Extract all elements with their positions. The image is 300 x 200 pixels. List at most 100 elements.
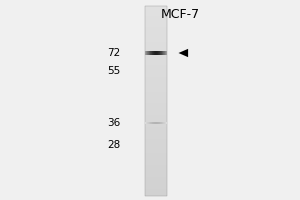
Bar xyxy=(146,122,147,124)
Bar xyxy=(145,163,167,165)
Bar xyxy=(145,16,167,18)
Bar xyxy=(148,51,149,55)
Bar xyxy=(166,51,167,55)
Bar xyxy=(145,58,167,61)
Bar xyxy=(145,118,167,120)
Bar xyxy=(145,125,167,127)
Bar xyxy=(145,189,167,191)
Bar xyxy=(145,51,146,55)
Bar xyxy=(145,156,167,158)
Bar xyxy=(149,122,150,124)
Bar xyxy=(145,186,167,189)
Polygon shape xyxy=(178,49,188,57)
Bar xyxy=(150,122,151,124)
Bar xyxy=(162,51,163,55)
Bar xyxy=(164,51,165,55)
Bar xyxy=(145,94,167,96)
Bar xyxy=(145,87,167,89)
Bar xyxy=(145,148,167,151)
Bar xyxy=(145,106,167,108)
Bar xyxy=(145,151,167,153)
Bar xyxy=(145,30,167,32)
Bar xyxy=(152,51,153,55)
Bar xyxy=(165,51,166,55)
Bar xyxy=(145,132,167,134)
Bar xyxy=(145,34,167,37)
Bar xyxy=(145,175,167,177)
Bar xyxy=(161,51,162,55)
Bar xyxy=(145,39,167,42)
Bar xyxy=(160,51,161,55)
Bar xyxy=(148,122,149,124)
Bar xyxy=(156,51,157,55)
Bar xyxy=(145,137,167,139)
Bar xyxy=(150,51,151,55)
Bar xyxy=(145,170,167,172)
Bar xyxy=(145,177,167,179)
Bar xyxy=(149,51,150,55)
Bar xyxy=(145,25,167,27)
Bar xyxy=(145,134,167,137)
Bar xyxy=(145,108,167,110)
Bar xyxy=(154,51,155,55)
Bar xyxy=(145,23,167,25)
Bar xyxy=(159,122,160,124)
Text: 28: 28 xyxy=(107,140,120,150)
Bar xyxy=(145,65,167,68)
Bar xyxy=(145,51,167,53)
Bar xyxy=(154,122,155,124)
Bar xyxy=(145,77,167,80)
Bar xyxy=(145,32,167,34)
Bar xyxy=(145,130,167,132)
Text: 72: 72 xyxy=(107,48,120,58)
Bar xyxy=(145,13,167,16)
Bar xyxy=(145,80,167,82)
Bar xyxy=(145,120,167,122)
Text: 36: 36 xyxy=(107,118,120,128)
Bar xyxy=(145,146,167,148)
Bar xyxy=(145,68,167,70)
Bar xyxy=(145,63,167,65)
Bar xyxy=(164,122,165,124)
Bar xyxy=(145,158,167,160)
Bar xyxy=(145,37,167,39)
Bar xyxy=(145,56,167,58)
Bar xyxy=(163,122,164,124)
Bar xyxy=(163,51,164,55)
Bar xyxy=(145,122,146,124)
Bar xyxy=(145,49,167,51)
Bar xyxy=(155,122,156,124)
Bar xyxy=(145,61,167,63)
Bar xyxy=(145,27,167,30)
Bar xyxy=(155,51,156,55)
Bar xyxy=(145,179,167,182)
Bar xyxy=(145,165,167,168)
Bar xyxy=(161,122,162,124)
Bar xyxy=(145,53,167,56)
Bar xyxy=(166,122,167,124)
Bar xyxy=(145,172,167,175)
Bar xyxy=(153,51,154,55)
Bar xyxy=(157,51,158,55)
Bar xyxy=(145,139,167,141)
Bar xyxy=(145,44,167,46)
Bar xyxy=(145,115,167,118)
Bar xyxy=(145,18,167,20)
Bar xyxy=(145,160,167,163)
Bar xyxy=(145,8,167,11)
Bar xyxy=(160,122,161,124)
Bar xyxy=(145,96,167,99)
Bar xyxy=(145,6,167,8)
Bar xyxy=(158,51,159,55)
Bar xyxy=(145,194,167,196)
Bar xyxy=(146,51,147,55)
Bar xyxy=(145,144,167,146)
Bar xyxy=(153,122,154,124)
Bar xyxy=(145,184,167,186)
Bar xyxy=(145,82,167,84)
Text: 55: 55 xyxy=(107,66,120,76)
Bar xyxy=(158,122,159,124)
Bar xyxy=(145,191,167,194)
Bar xyxy=(145,46,167,49)
Bar xyxy=(151,51,152,55)
